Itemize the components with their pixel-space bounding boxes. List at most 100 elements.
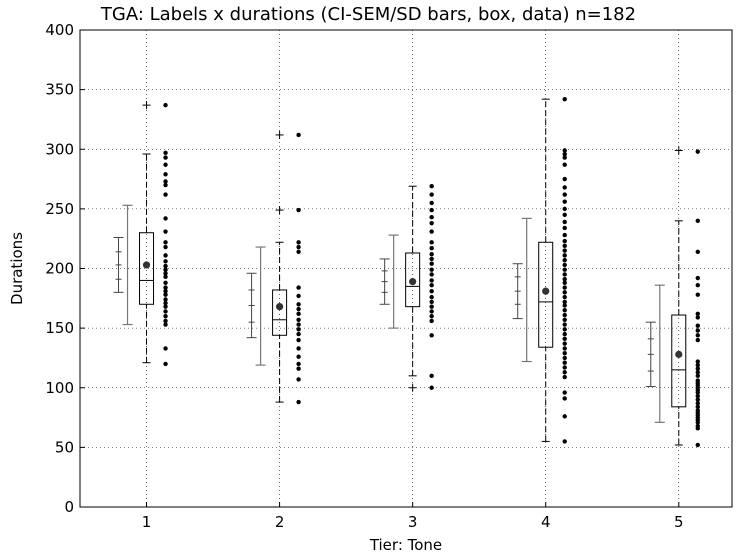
data-point bbox=[695, 311, 700, 317]
data-point bbox=[562, 192, 567, 197]
data-point bbox=[562, 439, 567, 444]
data-point bbox=[695, 362, 700, 368]
data-point bbox=[163, 280, 168, 286]
group-2 bbox=[246, 130, 301, 405]
data-point bbox=[562, 185, 567, 190]
y-tick-label: 200 bbox=[45, 260, 74, 278]
data-point bbox=[296, 311, 301, 317]
data-point bbox=[429, 309, 434, 314]
data-point bbox=[163, 300, 168, 306]
data-point bbox=[429, 220, 434, 226]
group-3 bbox=[379, 184, 434, 392]
mean-marker bbox=[675, 350, 683, 358]
data-point bbox=[562, 155, 567, 160]
data-point bbox=[163, 155, 168, 160]
data-point bbox=[562, 176, 567, 182]
data-point bbox=[163, 285, 168, 290]
data-point bbox=[296, 366, 301, 371]
data-point bbox=[296, 361, 301, 367]
data-point bbox=[163, 229, 168, 234]
data-point bbox=[163, 267, 168, 272]
data-point bbox=[429, 261, 434, 266]
mean-marker bbox=[275, 303, 284, 311]
axes: 0 50 100 150 200 250 300 350 400 1 2 3 4 5 bbox=[45, 21, 683, 531]
data-point bbox=[163, 172, 168, 177]
data-point bbox=[562, 262, 567, 268]
x-tick-label: 1 bbox=[142, 513, 152, 531]
data-point bbox=[163, 263, 168, 269]
chart-title: TGA: Labels x durations (CI-SEM/SD bars,… bbox=[100, 4, 637, 25]
data-point bbox=[695, 323, 700, 328]
data-point bbox=[562, 355, 567, 361]
data-point bbox=[429, 288, 434, 294]
data-point bbox=[163, 322, 168, 327]
data-point bbox=[429, 294, 434, 300]
data-point bbox=[429, 318, 434, 324]
data-point bbox=[562, 257, 567, 263]
data-point bbox=[296, 132, 301, 138]
box-iqr bbox=[405, 252, 421, 308]
data-marks bbox=[113, 96, 700, 448]
data-point bbox=[296, 322, 301, 327]
group-1 bbox=[113, 101, 168, 367]
x-tick-label: 2 bbox=[275, 513, 285, 531]
box-iqr bbox=[272, 289, 288, 336]
data-point bbox=[562, 317, 567, 322]
data-point bbox=[562, 253, 567, 258]
data-point bbox=[562, 162, 567, 167]
data-point bbox=[296, 285, 301, 290]
data-point bbox=[163, 346, 168, 351]
data-point bbox=[163, 150, 168, 156]
data-point bbox=[562, 346, 567, 351]
data-point bbox=[562, 390, 567, 395]
data-point bbox=[163, 314, 168, 319]
y-tick-label: 350 bbox=[45, 81, 74, 99]
data-point bbox=[296, 346, 301, 351]
data-point bbox=[695, 292, 700, 297]
data-point bbox=[429, 251, 434, 257]
data-point bbox=[695, 390, 700, 395]
data-point bbox=[296, 399, 301, 405]
data-point bbox=[695, 442, 700, 448]
box-iqr bbox=[671, 314, 687, 408]
data-point bbox=[562, 199, 567, 204]
group-5 bbox=[645, 146, 700, 448]
data-point bbox=[562, 225, 567, 231]
data-point bbox=[296, 331, 301, 337]
data-point bbox=[163, 309, 168, 314]
mean-marker bbox=[142, 261, 151, 269]
data-point bbox=[296, 327, 301, 332]
data-point bbox=[296, 302, 301, 307]
data-point bbox=[562, 336, 567, 342]
y-tick-label: 250 bbox=[45, 200, 74, 218]
data-point bbox=[163, 162, 168, 167]
data-point bbox=[429, 240, 434, 245]
data-point bbox=[562, 374, 567, 380]
data-point bbox=[163, 182, 168, 188]
data-point bbox=[163, 304, 168, 309]
data-point bbox=[296, 377, 301, 382]
data-point bbox=[695, 404, 700, 410]
box-iqr bbox=[538, 241, 554, 348]
data-point bbox=[163, 102, 168, 108]
data-point bbox=[562, 285, 567, 290]
data-point bbox=[163, 240, 168, 245]
data-point bbox=[296, 354, 301, 359]
data-point bbox=[429, 314, 434, 319]
box-iqr bbox=[139, 232, 155, 305]
data-point bbox=[695, 366, 700, 371]
data-point bbox=[296, 293, 301, 299]
data-point bbox=[296, 317, 301, 322]
data-point bbox=[562, 327, 567, 332]
data-point bbox=[429, 192, 434, 197]
data-point bbox=[695, 275, 700, 281]
data-point bbox=[429, 299, 434, 305]
data-point bbox=[296, 244, 301, 250]
data-point bbox=[429, 333, 434, 338]
mean-marker bbox=[542, 287, 550, 295]
data-point bbox=[695, 218, 700, 223]
data-point bbox=[429, 373, 434, 379]
data-point bbox=[163, 271, 168, 276]
data-point bbox=[695, 401, 700, 406]
x-tick-label: 3 bbox=[408, 513, 418, 531]
